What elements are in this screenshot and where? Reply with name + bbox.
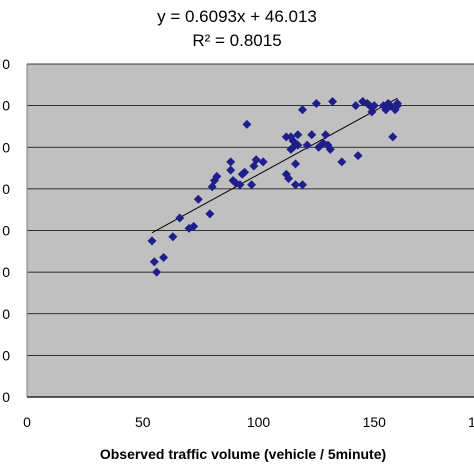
data-point [293, 140, 303, 150]
y-tick-labels: 0 0 0 0 0 0 0 0 0 [2, 56, 10, 405]
data-point [212, 171, 222, 181]
y-tick-label: 0 [2, 306, 10, 322]
data-point [328, 96, 338, 106]
data-point [240, 167, 250, 177]
data-point [307, 130, 317, 140]
x-tick-label: 0 [23, 414, 31, 430]
x-tick-label: 100 [247, 414, 271, 430]
data-point [242, 119, 252, 129]
data-points [147, 96, 402, 277]
data-point [226, 165, 236, 175]
data-point [226, 157, 236, 167]
trendline [151, 97, 398, 234]
data-point [258, 157, 268, 167]
data-point [235, 180, 245, 190]
y-tick-label: 0 [2, 389, 10, 405]
y-tick-label: 0 [2, 347, 10, 363]
data-point [152, 267, 162, 277]
data-point [297, 180, 307, 190]
data-point [175, 213, 185, 223]
y-tick-label: 0 [2, 139, 10, 155]
gridlines [26, 63, 474, 398]
data-point [321, 130, 331, 140]
data-point [291, 180, 301, 190]
data-point [325, 144, 335, 154]
data-point [189, 221, 199, 231]
data-point [247, 180, 257, 190]
equation-label: y = 0.6093x + 46.013 [157, 7, 317, 26]
data-point [251, 155, 261, 165]
x-tick-labels: 0 50 100 150 1 [23, 414, 474, 430]
data-point [149, 257, 159, 267]
data-point [353, 151, 363, 161]
data-point [284, 173, 294, 183]
data-point [293, 130, 303, 140]
data-point [159, 253, 169, 263]
data-point [147, 236, 157, 246]
data-point [388, 132, 398, 142]
y-tick-label: 0 [2, 264, 10, 280]
data-point [337, 157, 347, 167]
data-point [392, 99, 402, 109]
y-tick-label: 0 [2, 223, 10, 239]
y-tick-label: 0 [2, 181, 10, 197]
x-tick-label: 50 [135, 414, 151, 430]
x-axis-label: Observed traffic volume (vehicle / 5minu… [100, 446, 386, 462]
data-point [297, 105, 307, 115]
y-tick-label: 0 [2, 56, 10, 72]
data-point [281, 132, 291, 142]
data-point [311, 99, 321, 109]
data-point [302, 140, 312, 150]
r-squared-label: R² = 0.8015 [192, 31, 281, 50]
data-point [168, 232, 178, 242]
data-point [369, 101, 379, 111]
y-tick-label: 0 [2, 98, 10, 114]
x-tick-label: 1 [468, 414, 474, 430]
x-tick-label: 150 [363, 414, 387, 430]
data-point [193, 194, 203, 204]
data-point [351, 101, 361, 111]
data-point [205, 209, 215, 219]
data-point [291, 159, 301, 169]
